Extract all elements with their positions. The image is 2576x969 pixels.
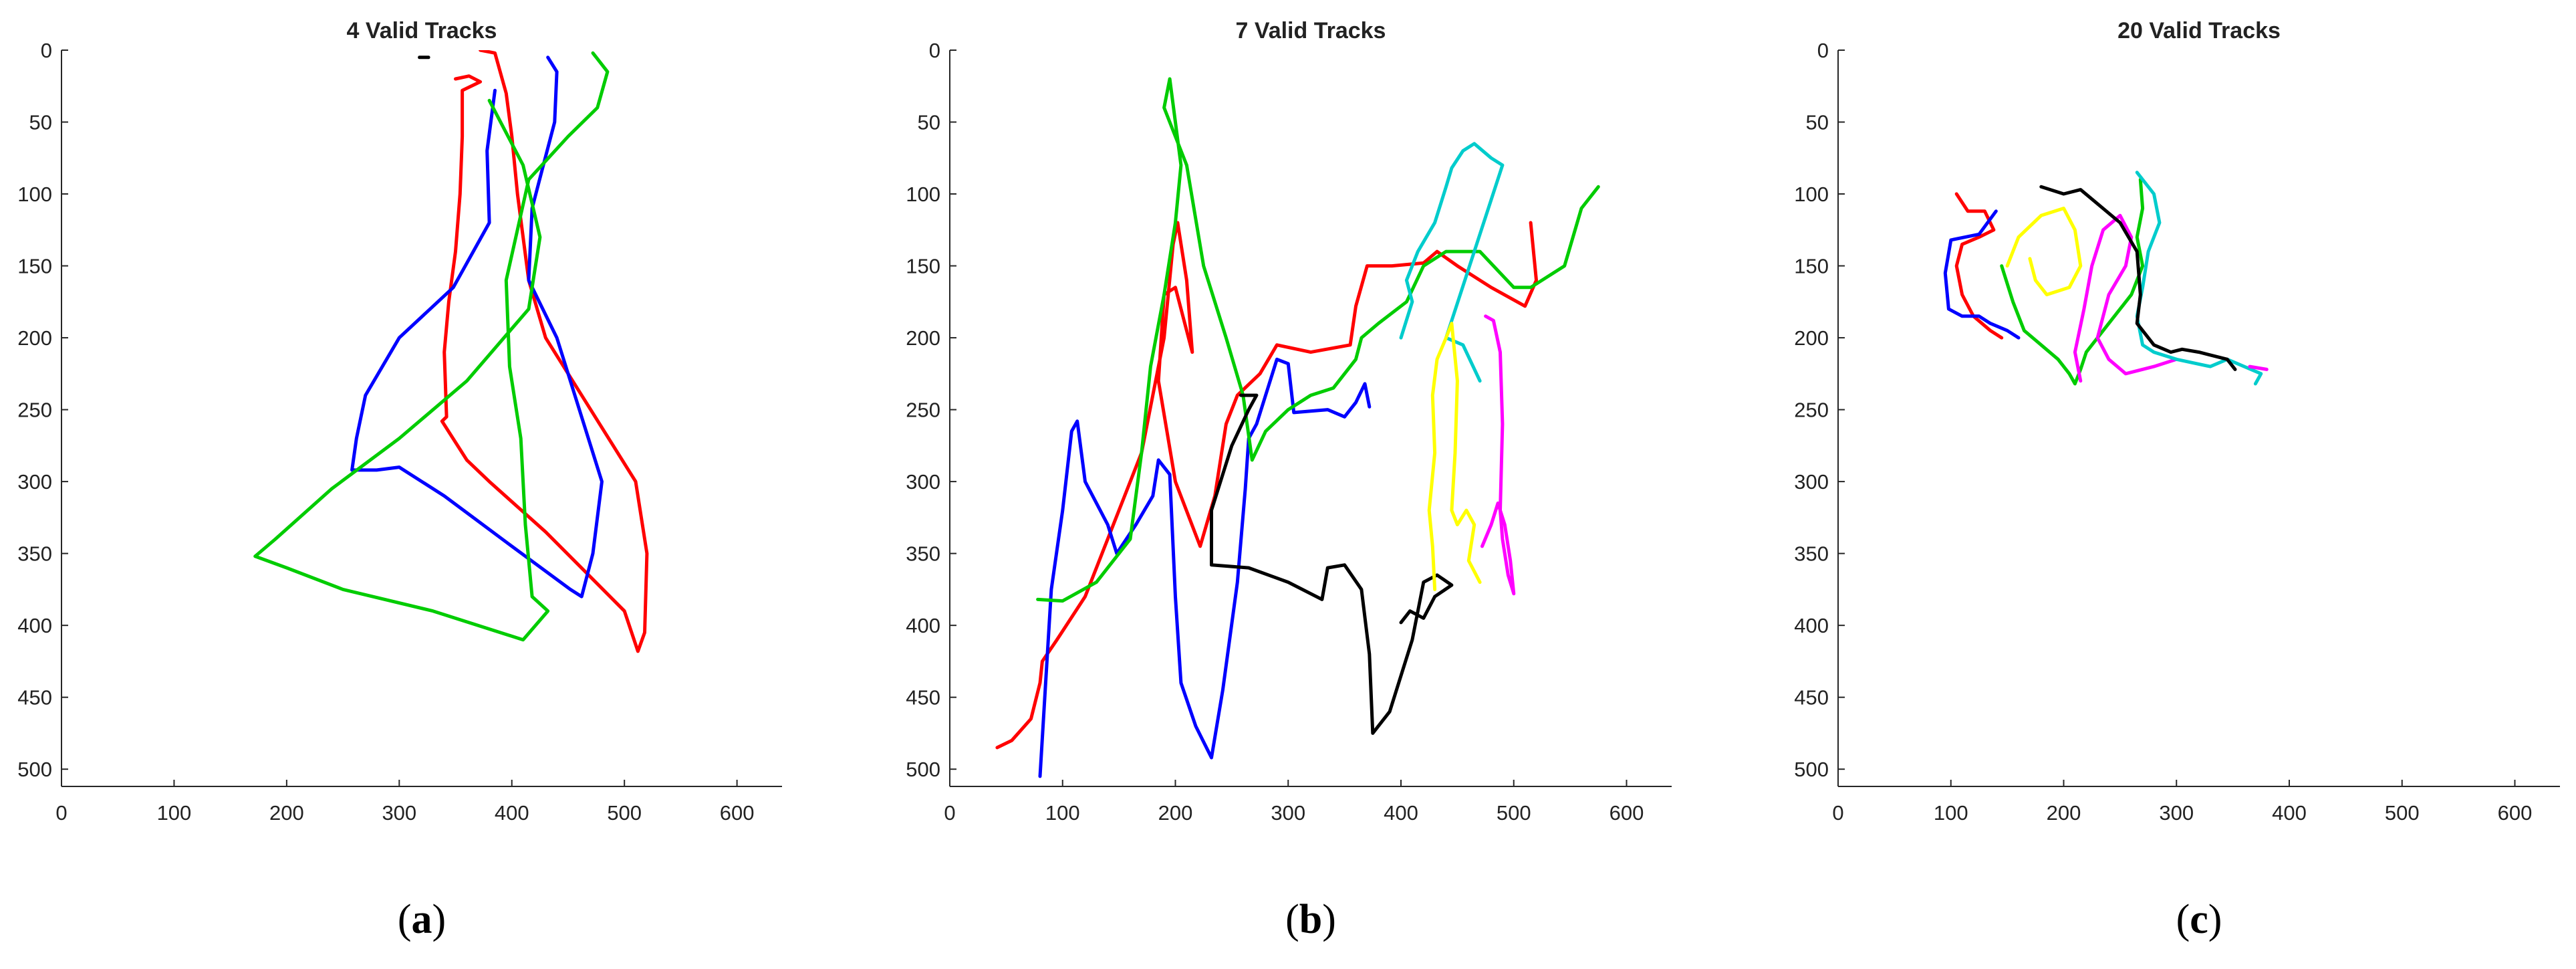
x-tick-label: 600 — [2498, 801, 2533, 825]
caption-letter: b — [1299, 897, 1322, 942]
caption-close-paren: ) — [2208, 897, 2222, 942]
x-tick-label: 300 — [1271, 801, 1305, 825]
track-line-1 — [440, 50, 649, 653]
y-tick-label: 300 — [906, 470, 940, 494]
panel-caption: (a) — [398, 897, 446, 942]
y-tick-label: 350 — [906, 542, 940, 566]
caption-close-paren: ) — [1322, 897, 1336, 942]
y-tick-label: 50 — [918, 111, 940, 134]
panel-c: 20 Valid Tracks 0 50 100 150 200 250 300 350 400 4… — [1794, 18, 2560, 942]
track-line-3 — [1036, 77, 1600, 603]
panel-caption: (c) — [2176, 897, 2222, 942]
y-tick-label: 450 — [1794, 686, 1829, 710]
y-tick-label: 250 — [17, 399, 52, 422]
x-tick-label: 100 — [157, 801, 192, 825]
y-tick-label: 150 — [906, 255, 940, 278]
track-line-5 — [1210, 393, 1454, 735]
x-tick-label: 300 — [2159, 801, 2194, 825]
caption-close-paren: ) — [432, 897, 446, 942]
track-line-4 — [2005, 207, 2083, 297]
y-tick-label: 450 — [906, 686, 940, 710]
y-tick-label: 400 — [1794, 614, 1829, 637]
track-line-3 — [2000, 178, 2145, 386]
caption-letter: a — [412, 897, 432, 942]
panel-title: 20 Valid Tracks — [2117, 18, 2281, 43]
y-tick-label: 250 — [1794, 399, 1829, 422]
y-tick-label: 0 — [41, 39, 52, 62]
track-line-3 — [253, 51, 610, 642]
x-tick-label: 0 — [944, 801, 955, 825]
x-tick-label: 300 — [382, 801, 416, 825]
y-tick-label: 50 — [29, 111, 52, 134]
y-tick-label: 400 — [906, 614, 940, 637]
y-tick-label: 200 — [1794, 326, 1829, 350]
panels: 4 Valid Tracks 0 50 100 150 200 250 300 350 400 45… — [17, 18, 2560, 942]
y-tick-label: 50 — [1806, 111, 1829, 134]
track-line-6 — [1427, 322, 1482, 591]
y-tick-label: 450 — [17, 686, 52, 710]
y-tick-label: 200 — [906, 326, 940, 350]
tracks — [1943, 171, 2269, 386]
y-tick-label: 100 — [1794, 183, 1829, 206]
caption-open-paren: ( — [2176, 897, 2190, 942]
caption-letter: c — [2190, 897, 2208, 942]
track-line-7 — [2039, 185, 2237, 371]
tracks — [253, 50, 649, 653]
y-tick-label: 400 — [17, 614, 52, 637]
y-tick-label: 200 — [17, 326, 52, 350]
panel-b: 7 Valid Tracks 0 50 100 150 200 250 300 350 400 45… — [906, 18, 1672, 942]
y-tick-label: 500 — [1794, 758, 1829, 781]
y-tick-label: 0 — [929, 39, 940, 62]
x-tick-label: 200 — [1158, 801, 1193, 825]
panel-title: 7 Valid Tracks — [1236, 18, 1386, 43]
y-tick-label: 300 — [1794, 470, 1829, 494]
caption-open-paren: ( — [1285, 897, 1299, 942]
x-tick-label: 400 — [1384, 801, 1418, 825]
x-tick-label: 200 — [2047, 801, 2081, 825]
track-line-6 — [2135, 171, 2263, 386]
x-tick-label: 0 — [55, 801, 67, 825]
x-tick-label: 100 — [1045, 801, 1080, 825]
track-line-5 — [2073, 213, 2178, 383]
y-tick-label: 250 — [906, 399, 940, 422]
x-tick-label: 600 — [720, 801, 755, 825]
y-tick-label: 0 — [1817, 39, 1829, 62]
track-line-7 — [1480, 314, 1516, 596]
panel-a: 4 Valid Tracks 0 50 100 150 200 250 300 350 400 45… — [17, 18, 782, 942]
panel-title: 4 Valid Tracks — [347, 18, 497, 43]
x-tick-label: 0 — [1832, 801, 1843, 825]
x-tick-label: 600 — [1609, 801, 1644, 825]
x-tick-label: 400 — [495, 801, 529, 825]
y-tick-label: 500 — [906, 758, 940, 781]
x-tick-label: 500 — [607, 801, 642, 825]
x-tick-label: 100 — [1934, 801, 1968, 825]
tracks — [995, 77, 1600, 778]
x-tick-label: 200 — [269, 801, 304, 825]
x-tick-label: 500 — [1497, 801, 1531, 825]
caption-open-paren: ( — [398, 897, 412, 942]
y-tick-label: 150 — [17, 255, 52, 278]
y-tick-label: 150 — [1794, 255, 1829, 278]
y-tick-label: 100 — [906, 183, 940, 206]
y-tick-label: 300 — [17, 470, 52, 494]
track-line-2 — [1038, 357, 1372, 778]
panel-caption: (b) — [1285, 897, 1336, 942]
y-tick-label: 350 — [1794, 542, 1829, 566]
x-tick-label: 400 — [2272, 801, 2307, 825]
track-line-8 — [2248, 364, 2269, 371]
track-line-4 — [1399, 142, 1505, 383]
y-tick-label: 100 — [17, 183, 52, 206]
track-line-2 — [1943, 209, 2021, 340]
track-line-2 — [350, 56, 604, 599]
track-line-1 — [995, 221, 1538, 750]
y-tick-label: 500 — [17, 758, 52, 781]
x-tick-label: 500 — [2385, 801, 2420, 825]
y-tick-label: 350 — [17, 542, 52, 566]
track-line-1 — [1954, 192, 2004, 340]
